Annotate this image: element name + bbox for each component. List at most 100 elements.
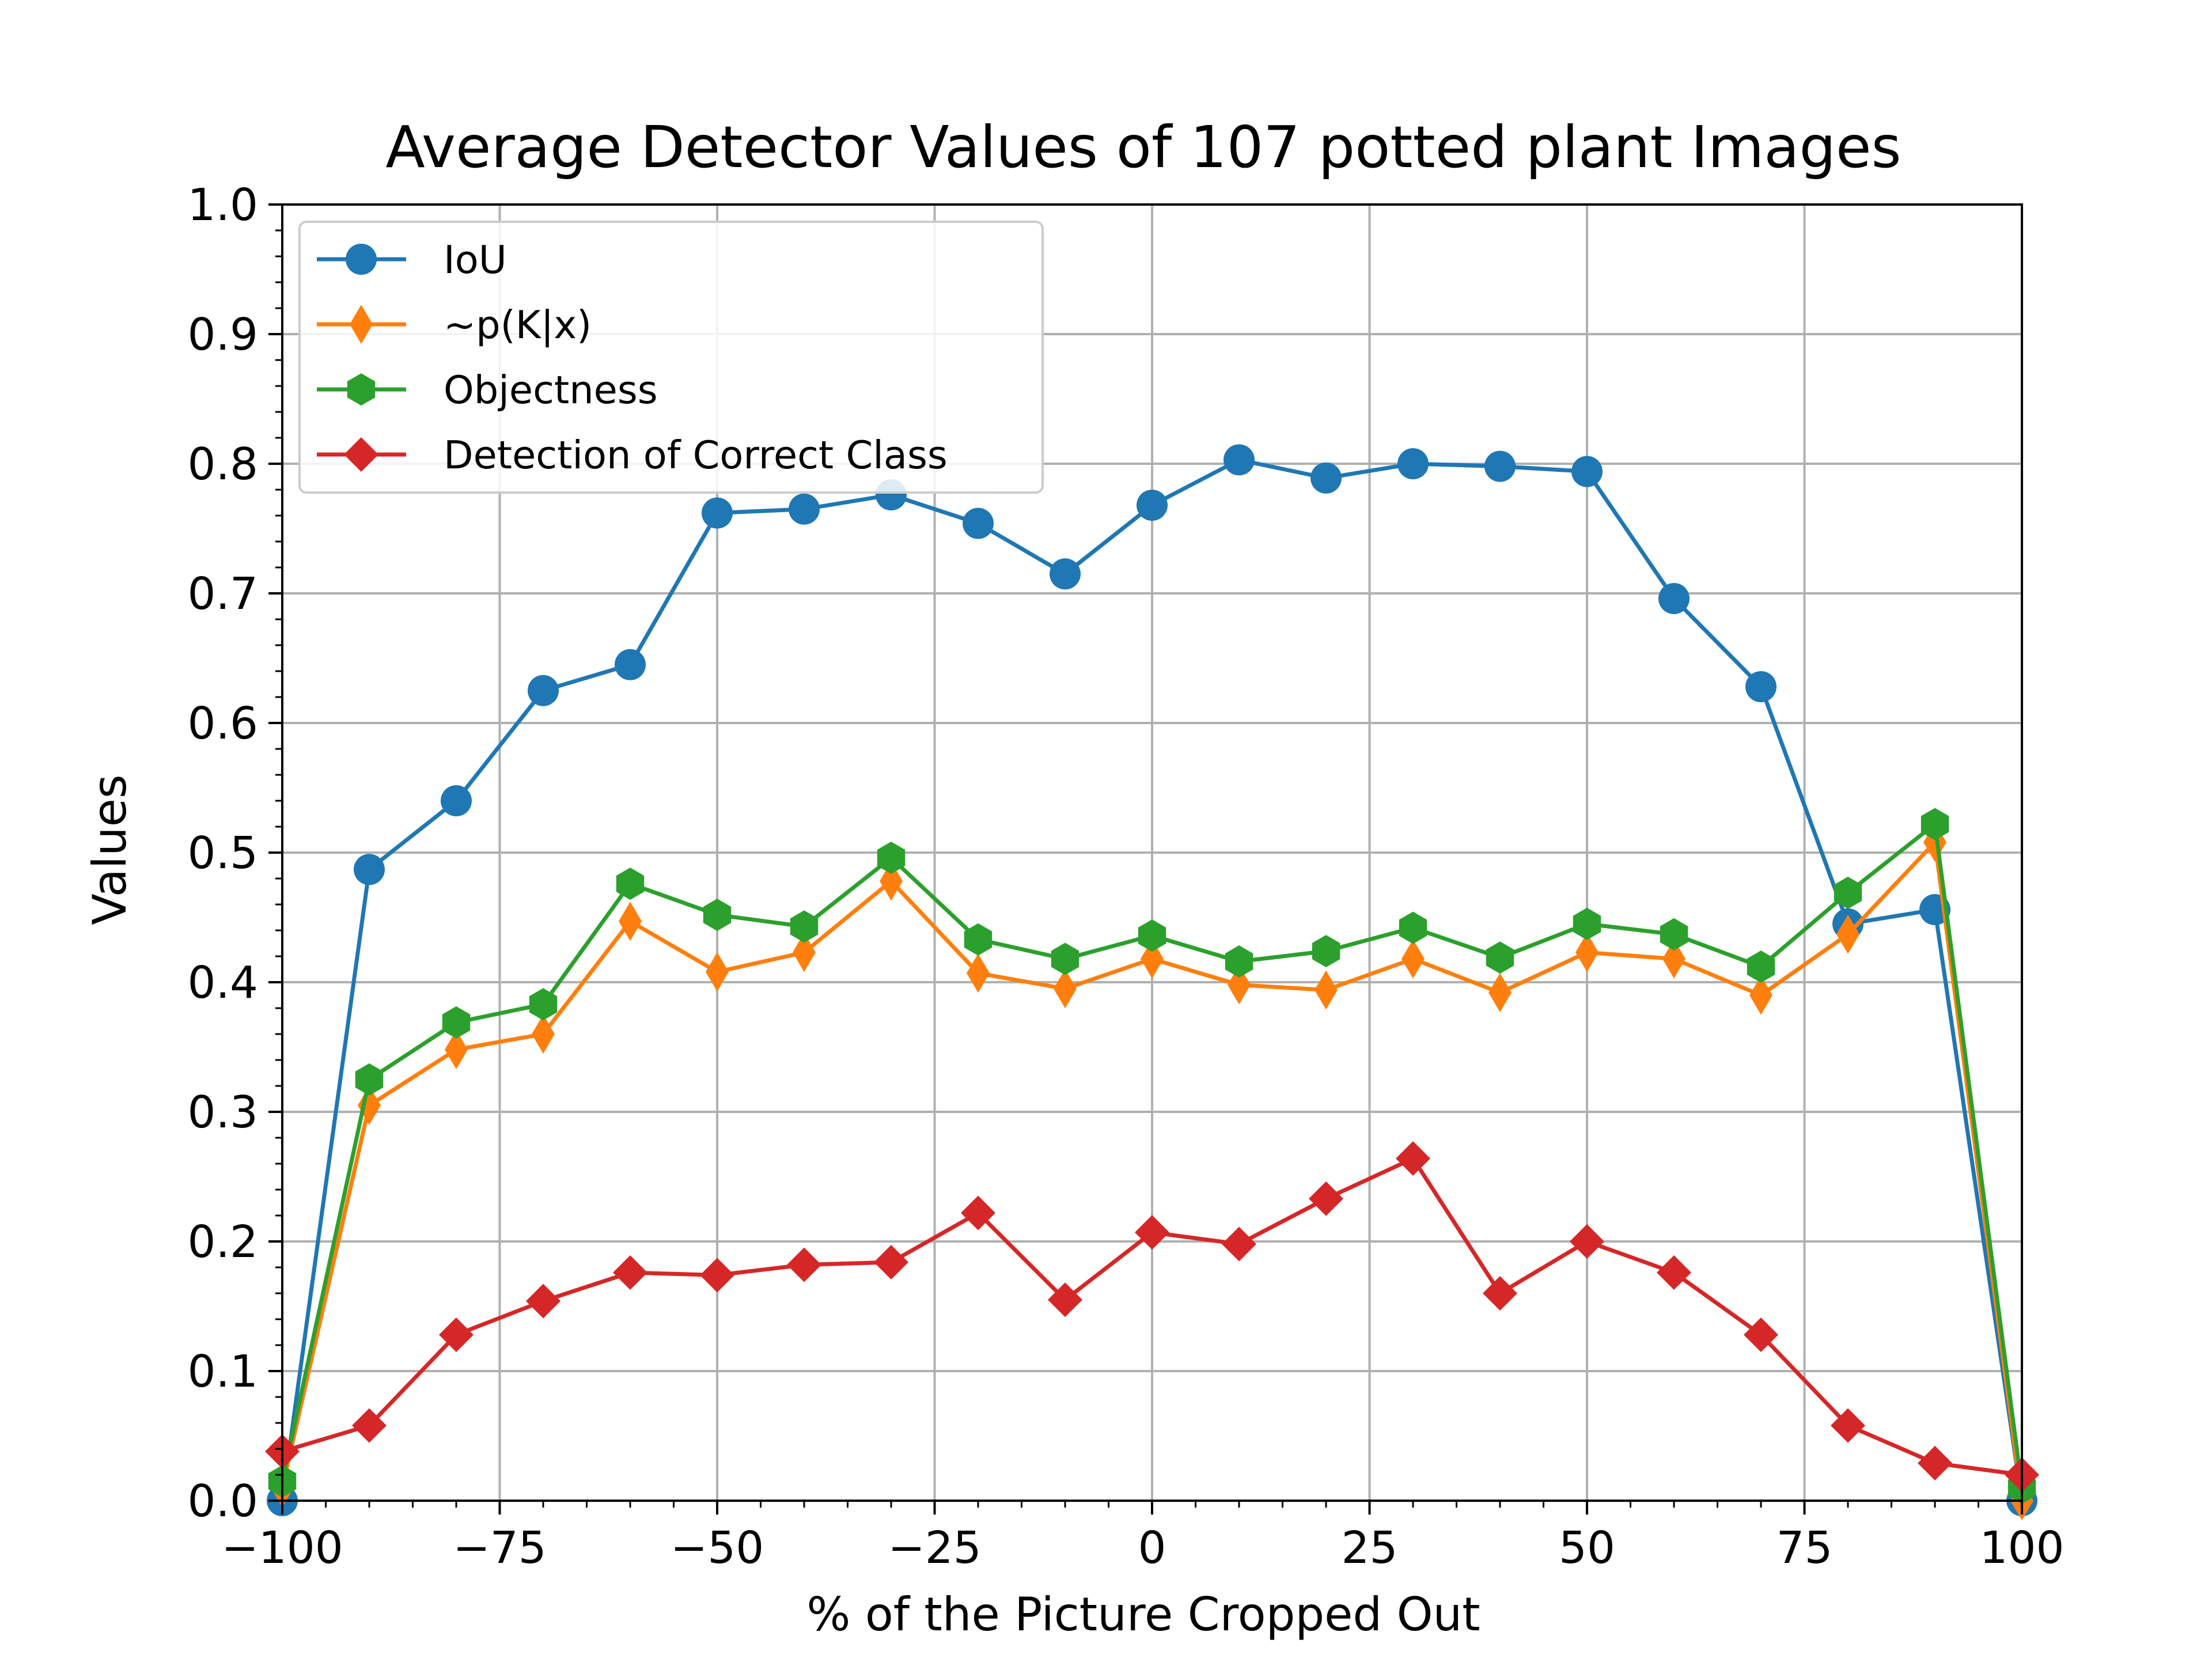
x-tick-label: 50 xyxy=(1559,1523,1615,1574)
data-point xyxy=(1747,951,1775,983)
data-point xyxy=(532,1014,555,1054)
legend: IoU ~p(K|x) Objectness Detection of Correct… xyxy=(298,221,1044,494)
x-tick-label: 75 xyxy=(1777,1523,1833,1574)
y-tick-label: 0.6 xyxy=(188,698,258,749)
data-point xyxy=(961,1195,995,1231)
data-point xyxy=(790,910,819,943)
data-point xyxy=(787,1247,821,1282)
data-point xyxy=(529,988,558,1021)
data-point xyxy=(1831,1408,1865,1443)
x-tick-label: −100 xyxy=(221,1523,343,1574)
data-point xyxy=(1918,1445,1952,1481)
y-tick-label: 0.2 xyxy=(188,1217,258,1268)
x-axis-label: % of the Picture Cropped Out xyxy=(806,1588,1480,1641)
data-point xyxy=(1397,448,1429,479)
x-tick-label: −25 xyxy=(888,1523,982,1574)
data-point xyxy=(1137,490,1168,521)
x-tick-label: 25 xyxy=(1342,1523,1398,1574)
x-tick-label: −50 xyxy=(671,1523,764,1574)
data-point xyxy=(1486,941,1514,974)
data-point xyxy=(703,899,732,931)
y-tick-label: 1.0 xyxy=(188,180,258,231)
axis-ticks: −100 −75 −50 −25 0 25 50 75 100 0.0 0.1 0.2 0.3 0.4 0.… xyxy=(188,180,2065,1574)
data-point xyxy=(439,1318,474,1352)
legend-label: Objectness xyxy=(444,368,658,412)
series-layer xyxy=(265,444,2039,1520)
data-point xyxy=(1745,671,1777,702)
legend-label: ~p(K|x) xyxy=(444,302,592,347)
legend-marker xyxy=(350,305,373,344)
data-point xyxy=(793,933,816,972)
data-point xyxy=(1054,969,1077,1009)
series-3 xyxy=(265,1141,2039,1492)
legend-marker xyxy=(347,373,376,406)
data-point xyxy=(1310,462,1342,494)
y-tick-label: 0.3 xyxy=(188,1087,258,1138)
data-point xyxy=(1396,1141,1430,1176)
data-point xyxy=(1228,965,1251,1005)
data-point xyxy=(874,1245,908,1279)
data-point xyxy=(1483,1276,1517,1311)
data-point xyxy=(1138,919,1166,952)
data-point xyxy=(352,1408,387,1443)
data-point xyxy=(1222,1226,1256,1262)
x-tick-label: 100 xyxy=(1980,1523,2065,1574)
y-tick-label: 0.1 xyxy=(188,1346,258,1398)
x-tick-label: 0 xyxy=(1138,1523,1166,1574)
data-point xyxy=(964,923,993,956)
x-tick-label: −75 xyxy=(453,1523,547,1574)
data-point xyxy=(616,868,645,900)
series-2 xyxy=(268,808,2036,1504)
legend-entry: IoU xyxy=(317,237,507,282)
data-point xyxy=(1141,939,1164,979)
data-point xyxy=(526,1284,560,1319)
data-point xyxy=(789,493,820,525)
data-point xyxy=(615,649,646,680)
data-point xyxy=(702,497,733,529)
data-point xyxy=(1135,1215,1169,1250)
data-point xyxy=(528,675,559,706)
data-point xyxy=(963,508,994,539)
data-point xyxy=(1488,973,1512,1012)
data-point xyxy=(1315,970,1338,1010)
y-tick-label: 0.5 xyxy=(188,828,258,879)
data-point xyxy=(445,1030,468,1069)
data-point xyxy=(1312,935,1340,967)
chart-title: Average Detector Values of 107 potted pl… xyxy=(385,113,1901,181)
data-point xyxy=(1660,918,1688,951)
data-point xyxy=(1749,975,1772,1015)
y-tick-label: 0.7 xyxy=(188,569,258,620)
data-point xyxy=(1048,1282,1082,1318)
y-tick-label: 0.0 xyxy=(188,1476,258,1527)
legend-marker xyxy=(346,244,377,275)
data-point xyxy=(1309,1181,1343,1216)
legend-label: Detection of Correct Class xyxy=(444,433,948,478)
data-point xyxy=(1050,558,1081,590)
legend-entry: ~p(K|x) xyxy=(317,302,592,347)
data-point xyxy=(1570,1224,1604,1259)
data-point xyxy=(1224,444,1255,476)
data-point xyxy=(1921,808,1949,841)
data-point xyxy=(1571,456,1603,487)
y-tick-label: 0.9 xyxy=(188,309,258,361)
data-point xyxy=(613,1255,647,1290)
data-point xyxy=(442,1006,471,1039)
data-point xyxy=(700,1258,734,1293)
data-point xyxy=(1836,914,1859,954)
data-point xyxy=(967,953,990,993)
legend-entry: Detection of Correct Class xyxy=(317,433,948,478)
legend-entry: Objectness xyxy=(317,368,658,412)
data-point xyxy=(1575,933,1599,972)
data-point xyxy=(1573,907,1601,940)
data-point xyxy=(1484,450,1516,482)
data-point xyxy=(1657,1255,1691,1290)
data-point xyxy=(1402,939,1425,979)
y-axis-label: Values xyxy=(83,774,137,925)
data-point xyxy=(354,854,385,885)
data-point xyxy=(1051,942,1080,975)
legend-marker xyxy=(344,437,378,472)
data-point xyxy=(1662,939,1685,979)
legend-box xyxy=(298,221,1044,494)
